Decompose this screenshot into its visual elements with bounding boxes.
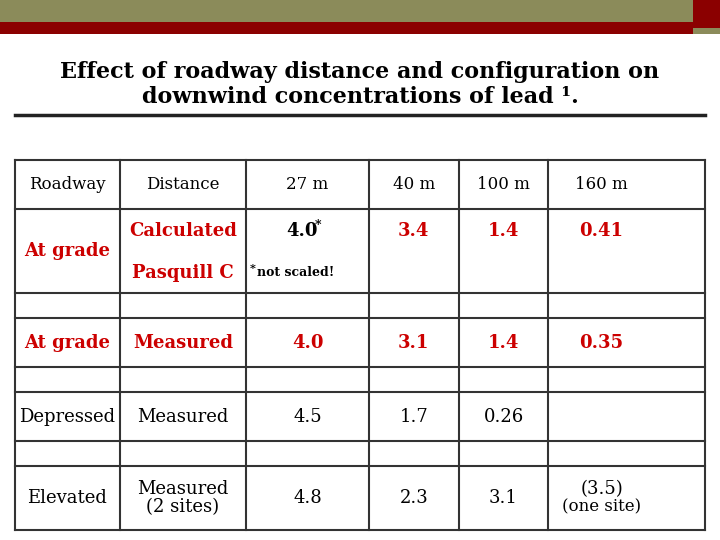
Text: At grade: At grade	[24, 334, 110, 352]
Text: 0.41: 0.41	[580, 221, 624, 240]
Text: 3.1: 3.1	[398, 334, 430, 352]
Bar	[0, 22, 720, 34]
Text: Elevated: Elevated	[27, 489, 107, 507]
Text: 1.7: 1.7	[400, 408, 428, 426]
Text: 2.3: 2.3	[400, 489, 428, 507]
Text: 4.0: 4.0	[292, 334, 323, 352]
Bar	[0, 0, 720, 22]
Text: Measured: Measured	[138, 480, 229, 498]
Text: not scaled!: not scaled!	[257, 266, 335, 279]
Text: 0.26: 0.26	[483, 408, 523, 426]
Text: 27 m: 27 m	[287, 176, 329, 193]
Text: 100 m: 100 m	[477, 176, 530, 193]
Text: Measured: Measured	[138, 408, 229, 426]
Text: 3.1: 3.1	[489, 489, 518, 507]
Text: 160 m: 160 m	[575, 176, 628, 193]
Text: 4.5: 4.5	[293, 408, 322, 426]
Text: 4.0: 4.0	[286, 221, 318, 240]
Text: 4.8: 4.8	[293, 489, 322, 507]
Text: downwind concentrations of lead ¹.: downwind concentrations of lead ¹.	[142, 86, 578, 108]
Text: 1.4: 1.4	[488, 334, 519, 352]
Text: *: *	[250, 263, 256, 274]
Text: (3.5): (3.5)	[580, 480, 623, 498]
Text: (2 sites): (2 sites)	[146, 498, 220, 516]
Text: Pasquill C: Pasquill C	[132, 264, 234, 282]
Text: 1.4: 1.4	[488, 221, 519, 240]
Text: 0.35: 0.35	[580, 334, 624, 352]
Text: Roadway: Roadway	[29, 176, 106, 193]
Text: *: *	[315, 219, 321, 232]
Text: Distance: Distance	[146, 176, 220, 193]
Bar	[693, 28, 720, 34]
Text: Calculated: Calculated	[129, 221, 237, 240]
Text: 3.4: 3.4	[398, 221, 430, 240]
Text: Effect of roadway distance and configuration on: Effect of roadway distance and configura…	[60, 61, 660, 83]
Text: (one site): (one site)	[562, 499, 641, 516]
Text: At grade: At grade	[24, 242, 110, 260]
Text: Depressed: Depressed	[19, 408, 115, 426]
Bar	[693, 0, 720, 22]
Text: 40 m: 40 m	[392, 176, 435, 193]
Text: Measured: Measured	[133, 334, 233, 352]
